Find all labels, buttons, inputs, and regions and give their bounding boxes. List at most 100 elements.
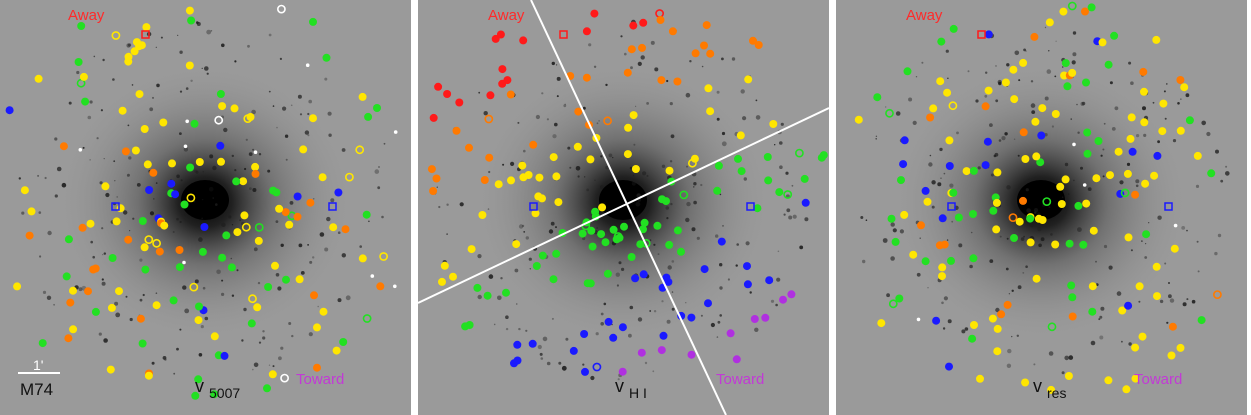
dust-speckle: [653, 310, 657, 313]
dust-speckle: [230, 257, 233, 260]
pn-marker: [376, 282, 385, 291]
dust-speckle: [1102, 148, 1105, 151]
dust-speckle: [671, 291, 674, 293]
pn-marker: [578, 229, 587, 238]
pn-marker: [318, 173, 327, 182]
pn-marker: [240, 211, 249, 220]
dust-speckle: [615, 272, 620, 277]
pn-marker: [449, 272, 457, 281]
pn-marker: [993, 168, 1002, 177]
dust-speckle: [459, 202, 464, 207]
pn-marker: [78, 223, 87, 232]
dust-speckle: [330, 198, 335, 203]
dust-speckle: [542, 336, 548, 342]
pn-marker: [185, 119, 189, 124]
pn-marker: [969, 254, 978, 263]
dust-speckle: [700, 314, 703, 317]
pn-marker: [1098, 38, 1107, 47]
dust-speckle: [155, 182, 158, 184]
pn-marker: [216, 90, 225, 98]
pn-marker: [997, 310, 1006, 319]
dust-speckle: [1061, 196, 1064, 198]
dust-speckle: [774, 144, 776, 146]
dust-speckle: [745, 241, 750, 246]
dust-speckle: [249, 187, 252, 191]
pn-marker: [929, 104, 938, 113]
pn-marker: [438, 277, 446, 286]
dust-speckle: [949, 183, 954, 188]
dust-speckle: [112, 78, 115, 81]
dust-speckle: [1022, 272, 1025, 274]
dust-speckle: [1095, 260, 1097, 263]
pn-marker-open: [243, 114, 253, 123]
dust-speckle: [637, 317, 643, 322]
dust-speckle: [618, 261, 622, 265]
dust-speckle: [46, 295, 52, 300]
dust-speckle: [308, 332, 313, 337]
dust-speckle: [299, 113, 303, 116]
pn-marker: [190, 119, 199, 128]
pn-marker: [429, 113, 438, 122]
pn-marker: [534, 192, 543, 201]
pn-marker: [168, 159, 176, 168]
pn-marker: [513, 356, 522, 365]
dust-speckle: [162, 356, 167, 360]
dust-speckle: [995, 65, 997, 67]
dust-speckle: [1037, 226, 1042, 232]
dust-speckle: [646, 102, 649, 105]
dust-speckle: [860, 216, 864, 219]
dust-speckle: [1109, 81, 1113, 85]
pn-marker: [140, 243, 149, 252]
pn-marker: [1064, 372, 1073, 380]
pn-marker: [332, 346, 341, 355]
dust-speckle: [324, 77, 328, 81]
dust-speckle: [685, 302, 687, 304]
pn-marker-open: [1047, 322, 1057, 332]
dust-speckle: [1136, 134, 1140, 138]
pn-marker: [691, 49, 700, 58]
square-marker: [559, 30, 568, 39]
dust-speckle: [234, 169, 237, 172]
dust-speckle: [128, 156, 132, 160]
dust-speckle: [317, 305, 320, 308]
pn-marker: [761, 313, 770, 322]
dust-speckle: [1172, 139, 1177, 143]
dust-speckle: [139, 258, 143, 262]
pn-marker: [84, 287, 92, 296]
pn-marker: [429, 187, 438, 195]
pn-marker: [218, 102, 227, 111]
pn-marker: [69, 286, 77, 295]
dust-speckle: [307, 244, 309, 246]
pn-marker: [440, 261, 449, 270]
dust-speckle: [1048, 50, 1050, 52]
pn-marker: [631, 165, 640, 173]
pn-marker: [233, 228, 242, 237]
dust-speckle: [685, 217, 690, 223]
dust-speckle: [153, 198, 155, 200]
dust-speckle: [516, 303, 518, 305]
pn-marker: [639, 270, 648, 279]
pn-marker: [787, 290, 796, 299]
pn-marker-open: [592, 362, 602, 372]
dust-speckle: [600, 185, 604, 189]
pn-marker: [618, 323, 627, 332]
dust-speckle: [1135, 184, 1139, 188]
pn-marker-open: [362, 314, 372, 323]
pn-marker: [334, 188, 343, 197]
dust-speckle: [290, 104, 293, 107]
pn-marker: [293, 192, 302, 201]
pn-marker: [657, 346, 666, 355]
pn-marker: [86, 219, 95, 228]
dust-speckle: [604, 202, 606, 204]
dust-speckle: [82, 146, 85, 149]
dust-speckle: [477, 254, 482, 259]
dust-speckle: [667, 265, 672, 270]
dust-speckle: [1054, 75, 1057, 78]
pn-marker: [624, 123, 633, 132]
dust-speckle: [548, 229, 554, 234]
pn-marker: [275, 204, 284, 213]
pn-marker: [1019, 58, 1028, 67]
pn-marker: [993, 347, 1002, 356]
dust-speckle: [179, 90, 183, 93]
pn-marker: [909, 250, 918, 259]
